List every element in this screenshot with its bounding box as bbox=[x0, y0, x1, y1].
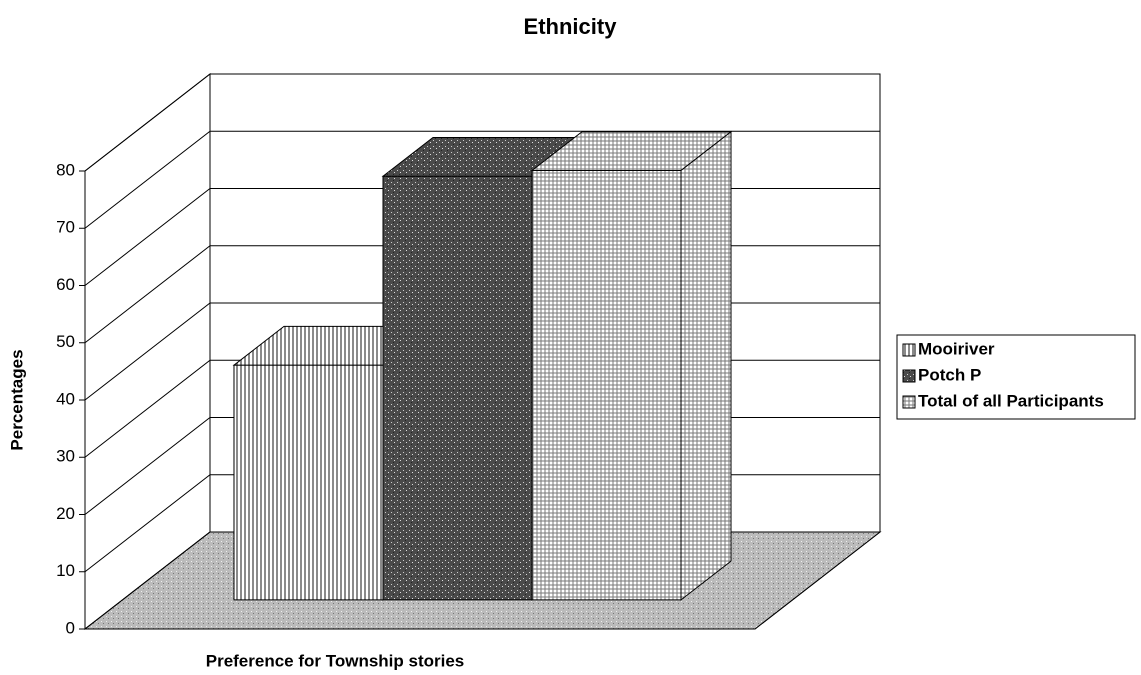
y-tick-label: 30 bbox=[56, 447, 75, 466]
legend-swatch bbox=[902, 369, 916, 383]
y-tick-label: 40 bbox=[56, 389, 75, 408]
bar-front bbox=[233, 364, 384, 601]
bar-side bbox=[680, 130, 732, 601]
y-tick-label: 60 bbox=[56, 275, 75, 294]
y-tick-label: 70 bbox=[56, 218, 75, 237]
plot: 0 10 20 30 40 50 60 70 80 Preference for Township… bbox=[56, 72, 882, 670]
legend-swatch bbox=[902, 343, 916, 357]
legend-box bbox=[896, 334, 1136, 420]
y-tick-label: 10 bbox=[56, 561, 75, 580]
y-tick-label: 50 bbox=[56, 332, 75, 351]
legend-label: Potch P bbox=[918, 365, 981, 384]
legend-swatch bbox=[902, 395, 916, 409]
y-tick-label: 0 bbox=[66, 618, 75, 637]
bar bbox=[530, 130, 733, 601]
legend-label: Total of all Participants bbox=[918, 391, 1104, 410]
grid-line bbox=[84, 73, 880, 172]
y-tick-label: 80 bbox=[56, 160, 75, 179]
y-tick-label: 20 bbox=[56, 504, 75, 523]
x-tick-label: Preference for Township stories bbox=[206, 651, 465, 670]
y-axis-label: Percentages bbox=[7, 349, 26, 450]
bar-front bbox=[531, 170, 682, 601]
chart-title: Ethnicity bbox=[524, 14, 618, 39]
legend-label: Mooiriver bbox=[918, 339, 995, 358]
bar-front bbox=[382, 175, 533, 601]
